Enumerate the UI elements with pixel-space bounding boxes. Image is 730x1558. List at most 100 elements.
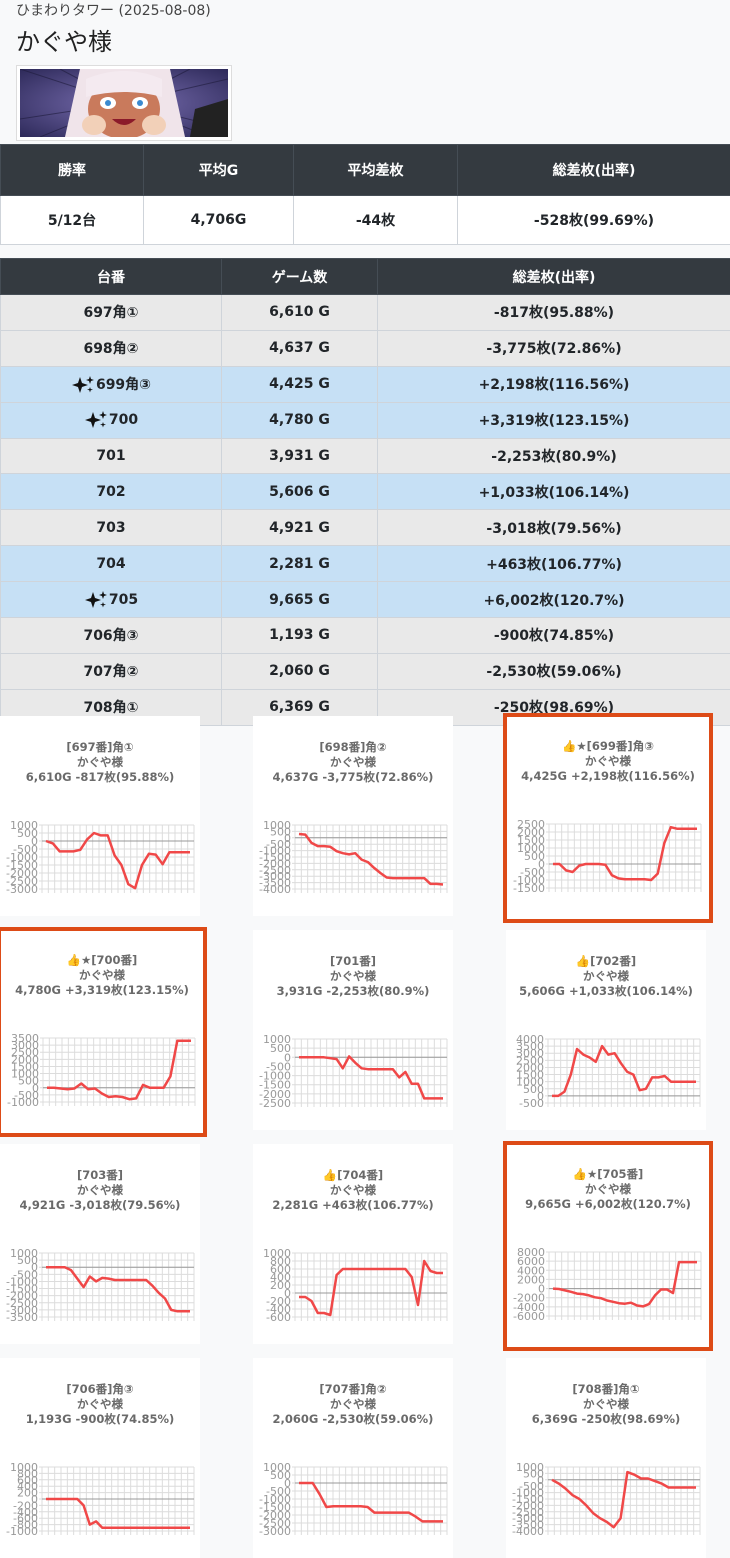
machine-chart-card[interactable]: 👍[704番] かぐや様 2,281G +463枚(106.77%) 1000 800 6… bbox=[253, 1144, 453, 1344]
chart-title-line1: 👍★[700番] bbox=[66, 953, 138, 967]
sparkle-icon bbox=[84, 590, 107, 608]
chart-title-line3: 3,931G -2,253枚(80.9%) bbox=[276, 984, 430, 998]
chart-title: 👍★[699番]角③ かぐや様 4,425G +2,198枚(116.56%) bbox=[507, 739, 709, 784]
machine-chart-card[interactable]: [703番] かぐや様 4,921G -3,018枚(79.56%) 1000 500 0… bbox=[0, 1144, 200, 1344]
machine-number: 703 bbox=[96, 519, 126, 536]
line-chart: 10005000-500-1000-1500-2000-2500-3000-35… bbox=[6, 1249, 195, 1324]
table-row: 697角① 6,610 G -817枚(95.88%) bbox=[0, 294, 730, 331]
machine-number: 707角② bbox=[83, 664, 139, 681]
y-tick-label: 1000 bbox=[263, 1463, 291, 1474]
machine-number: 702 bbox=[96, 483, 126, 500]
y-tick-label: 3500 bbox=[516, 1040, 544, 1053]
machine-chart-card[interactable]: 👍★[700番] かぐや様 4,780G +3,319枚(123.15%) 3500 3… bbox=[0, 927, 207, 1137]
total-diff: +463枚(106.77%) bbox=[377, 545, 730, 583]
machine-number: 708角① bbox=[83, 700, 139, 717]
y-tick-label: -1500 bbox=[259, 851, 291, 864]
summary-header-avg-games: 平均G bbox=[143, 144, 294, 196]
y-tick-label: 1500 bbox=[11, 1060, 39, 1073]
y-tick-label: -1000 bbox=[6, 1275, 38, 1288]
machine-chart-card[interactable]: [701番] かぐや様 3,931G -2,253枚(80.9%) 1000 500 0-… bbox=[253, 930, 453, 1130]
y-tick-label: 1500 bbox=[516, 1069, 544, 1082]
chart-title-line2: かぐや様 bbox=[330, 969, 376, 983]
machine-chart-card[interactable]: [708番]角① かぐや様 6,369G -250枚(98.69%) 1000 500 0… bbox=[506, 1358, 706, 1558]
machine-chart-card[interactable]: [707番]角② かぐや様 2,060G -2,530枚(59.06%) 1000 50… bbox=[253, 1358, 453, 1558]
summary-total-diff: -528枚(99.69%) bbox=[457, 195, 730, 245]
y-tick-label: -500 bbox=[519, 1097, 544, 1110]
series-line bbox=[46, 1265, 190, 1313]
y-tick-label: -600 bbox=[266, 1311, 291, 1324]
y-tick-label: -3000 bbox=[6, 883, 38, 896]
y-tick-label: -500 bbox=[519, 1480, 544, 1493]
chart-title-line2: かぐや様 bbox=[330, 1397, 376, 1411]
chart-title-line1: [706番]角③ bbox=[66, 1382, 134, 1396]
machine-chart-card[interactable]: 👍[702番] かぐや様 5,606G +1,033枚(106.14%) 4000 35… bbox=[506, 930, 706, 1130]
venue-date: ひまわりタワー (2025-08-08) bbox=[16, 3, 211, 19]
total-diff: -2,253枚(80.9%) bbox=[377, 437, 730, 475]
machine-chart-card[interactable]: [697番]角① かぐや様 6,610G -817枚(95.88%) 1000 500 0… bbox=[0, 716, 200, 916]
y-tick-label: 500 bbox=[523, 1467, 544, 1480]
chart-title-line2: かぐや様 bbox=[77, 1183, 123, 1197]
chart-title-line2: かぐや様 bbox=[330, 755, 376, 769]
machine-number: 697角① bbox=[83, 305, 139, 322]
y-tick-label: 0 bbox=[538, 858, 545, 871]
y-tick-label: -400 bbox=[13, 1506, 38, 1519]
y-tick-label: -1000 bbox=[513, 874, 545, 887]
machine-number: 699角③ bbox=[95, 376, 152, 393]
y-tick-label: -2000 bbox=[6, 1290, 38, 1303]
total-diff: +3,319枚(123.15%) bbox=[377, 401, 730, 439]
y-tick-label: -1000 bbox=[6, 1525, 38, 1538]
game-count: 3,931 G bbox=[221, 437, 378, 475]
summary-avg-diff: -44枚 bbox=[293, 195, 458, 245]
chart-title: [698番]角② かぐや様 4,637G -3,775枚(72.86%) bbox=[253, 740, 453, 785]
chart-title: 👍[704番] かぐや様 2,281G +463枚(106.77%) bbox=[253, 1168, 453, 1213]
summary-table: 勝率 平均G 平均差枚 総差枚(出率) 5/12台 4,706G -44枚 -5… bbox=[0, 144, 730, 245]
header-total-diff: 総差枚(出率) bbox=[377, 258, 730, 295]
y-tick-label: 0 bbox=[537, 1474, 544, 1487]
machine-chart-card[interactable]: [698番]角② かぐや様 4,637G -3,775枚(72.86%) 1000 50… bbox=[253, 716, 453, 916]
y-tick-label: 1000 bbox=[263, 821, 291, 832]
chart-title-line3: 4,921G -3,018枚(79.56%) bbox=[19, 1198, 181, 1212]
machine-header-row: 台番 ゲーム数 総差枚(出率) bbox=[0, 258, 730, 295]
summary-avg-games: 4,706G bbox=[143, 195, 294, 245]
y-tick-label: 0 bbox=[31, 1493, 38, 1506]
y-tick-label: -3500 bbox=[6, 1311, 38, 1324]
y-tick-label: -500 bbox=[13, 1268, 38, 1281]
summary-header-total-diff: 総差枚(出率) bbox=[457, 144, 730, 196]
chart-title: [707番]角② かぐや様 2,060G -2,530枚(59.06%) bbox=[253, 1382, 453, 1427]
machine-chart-card[interactable]: 👍★[699番]角③ かぐや様 4,425G +2,198枚(116.56%) 250… bbox=[503, 713, 713, 923]
chart-title-line3: 1,193G -900枚(74.85%) bbox=[25, 1412, 175, 1426]
y-tick-label: -2000 bbox=[512, 1499, 544, 1512]
y-tick-label: -4000 bbox=[513, 1301, 545, 1314]
game-count: 2,060 G bbox=[221, 652, 378, 690]
machine-number-cell: 707角② bbox=[0, 652, 222, 690]
chart-title-line3: 6,610G -817枚(95.88%) bbox=[25, 770, 175, 784]
game-count: 4,637 G bbox=[221, 329, 378, 367]
y-tick-label: 1000 bbox=[516, 1463, 544, 1474]
y-tick-label: 4000 bbox=[517, 1264, 545, 1277]
chart-title-line3: 4,637G -3,775枚(72.86%) bbox=[272, 770, 434, 784]
machine-chart-card[interactable]: [706番]角③ かぐや様 1,193G -900枚(74.85%) 1000 800 6… bbox=[0, 1358, 200, 1558]
machine-number: 698角② bbox=[83, 341, 139, 358]
game-count: 4,780 G bbox=[221, 401, 378, 439]
machine-number-cell: 704 bbox=[0, 545, 222, 583]
y-tick-label: -2000 bbox=[513, 1292, 545, 1305]
y-tick-label: 500 bbox=[524, 850, 545, 863]
y-tick-label: 0 bbox=[538, 1283, 545, 1296]
y-tick-label: -2000 bbox=[259, 1509, 291, 1522]
y-tick-label: -500 bbox=[520, 866, 545, 879]
y-tick-label: 6000 bbox=[517, 1255, 545, 1268]
machine-chart-card[interactable]: 👍★[705番] かぐや様 9,665G +6,002枚(120.7%) 8000 60… bbox=[503, 1141, 713, 1351]
chart-title-line1: [708番]角① bbox=[572, 1382, 640, 1396]
total-diff: -2,530枚(59.06%) bbox=[377, 652, 730, 690]
y-tick-label: 600 bbox=[17, 1474, 38, 1487]
chart-title: 👍★[700番] かぐや様 4,780G +3,319枚(123.15%) bbox=[1, 953, 203, 998]
line-chart: 10005000-500-1000-1500-2000-2500-3000-35… bbox=[512, 1463, 701, 1538]
chart-title: [706番]角③ かぐや様 1,193G -900枚(74.85%) bbox=[0, 1382, 200, 1427]
y-tick-label: -1500 bbox=[259, 1079, 291, 1092]
total-diff: +6,002枚(120.7%) bbox=[377, 581, 730, 619]
y-tick-label: 400 bbox=[270, 1271, 291, 1284]
